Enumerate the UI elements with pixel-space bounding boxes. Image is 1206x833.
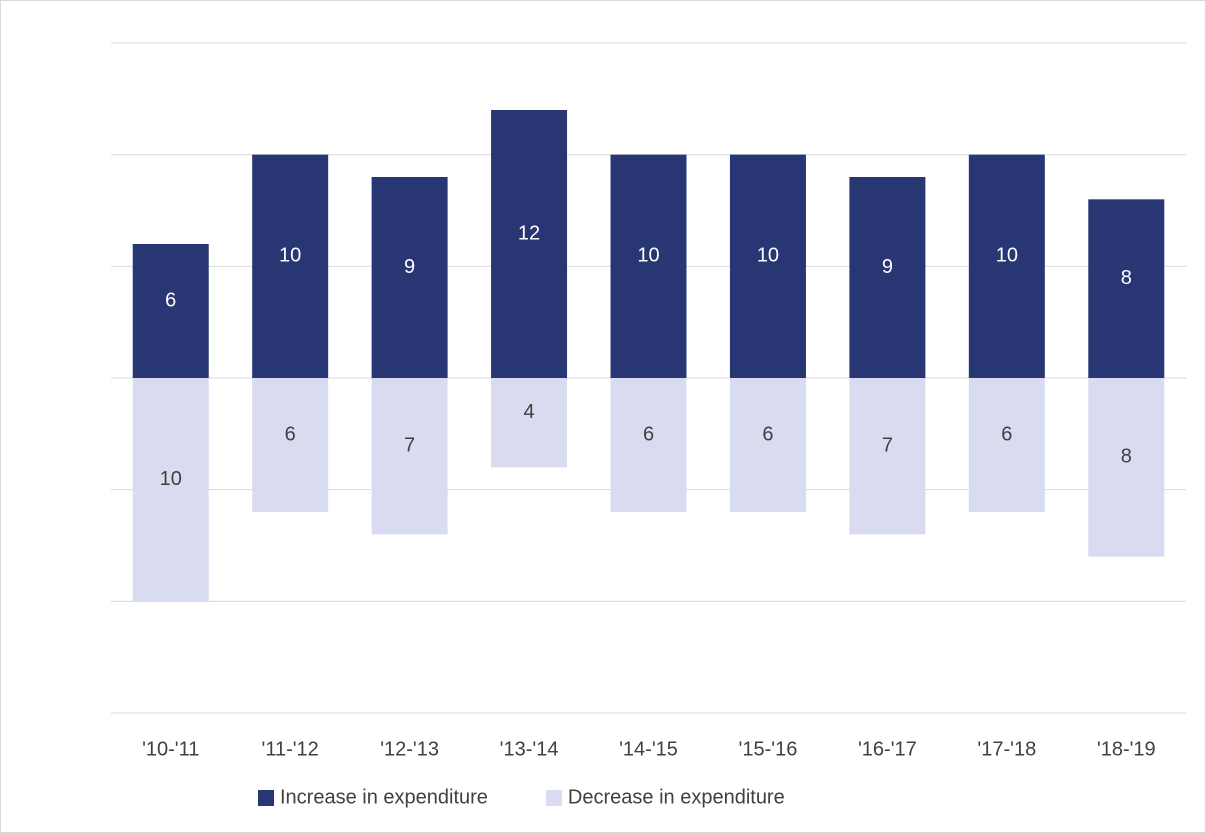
bar xyxy=(729,154,806,378)
data-label: 6 xyxy=(762,423,773,445)
data-label: 7 xyxy=(404,434,415,456)
bar xyxy=(729,378,806,512)
data-label: 10 xyxy=(996,245,1018,267)
bar xyxy=(610,154,687,378)
data-label: 8 xyxy=(1121,446,1132,468)
data-label: 4 xyxy=(523,401,534,423)
x-tick-label: '12-'13 xyxy=(380,738,439,760)
data-label: 10 xyxy=(637,245,659,267)
legend-label: Decrease in expenditure xyxy=(568,786,785,808)
bar xyxy=(132,244,209,378)
data-label: 6 xyxy=(1001,423,1012,445)
bar xyxy=(1088,378,1165,557)
legend-swatch xyxy=(258,790,274,806)
data-label: 6 xyxy=(643,423,654,445)
bar xyxy=(371,177,448,378)
data-label: 7 xyxy=(882,434,893,456)
bar xyxy=(849,177,926,378)
x-tick-label: '13-'14 xyxy=(500,738,559,760)
x-tick-label: '11-'12 xyxy=(262,738,319,760)
data-label: 9 xyxy=(404,256,415,278)
data-label: 8 xyxy=(1121,267,1132,289)
data-label: 9 xyxy=(882,256,893,278)
bar xyxy=(610,378,687,512)
data-label: 6 xyxy=(285,423,296,445)
x-tick-label: '17-'18 xyxy=(977,738,1036,760)
x-tick-label: '18-'19 xyxy=(1097,738,1156,760)
x-tick-label: '16-'17 xyxy=(858,738,917,760)
bar xyxy=(491,378,568,468)
bar xyxy=(849,378,926,535)
bar xyxy=(968,154,1045,378)
bar xyxy=(252,154,329,378)
legend-swatch xyxy=(545,790,562,806)
legend-label: Increase in expenditure xyxy=(280,786,488,808)
bar xyxy=(491,110,568,378)
data-label: 10 xyxy=(757,245,779,267)
data-label: 12 xyxy=(518,222,540,244)
data-label: 6 xyxy=(165,289,176,311)
bar xyxy=(132,378,209,602)
x-tick-label: '10-'11 xyxy=(142,738,199,760)
x-tick-label: '14-'15 xyxy=(619,738,678,760)
data-label: 10 xyxy=(279,245,301,267)
data-label: 10 xyxy=(160,468,182,490)
bar xyxy=(252,378,329,512)
bar xyxy=(1088,199,1165,378)
bar xyxy=(371,378,448,535)
bar xyxy=(968,378,1045,512)
x-tick-label: '15-'16 xyxy=(739,738,798,760)
